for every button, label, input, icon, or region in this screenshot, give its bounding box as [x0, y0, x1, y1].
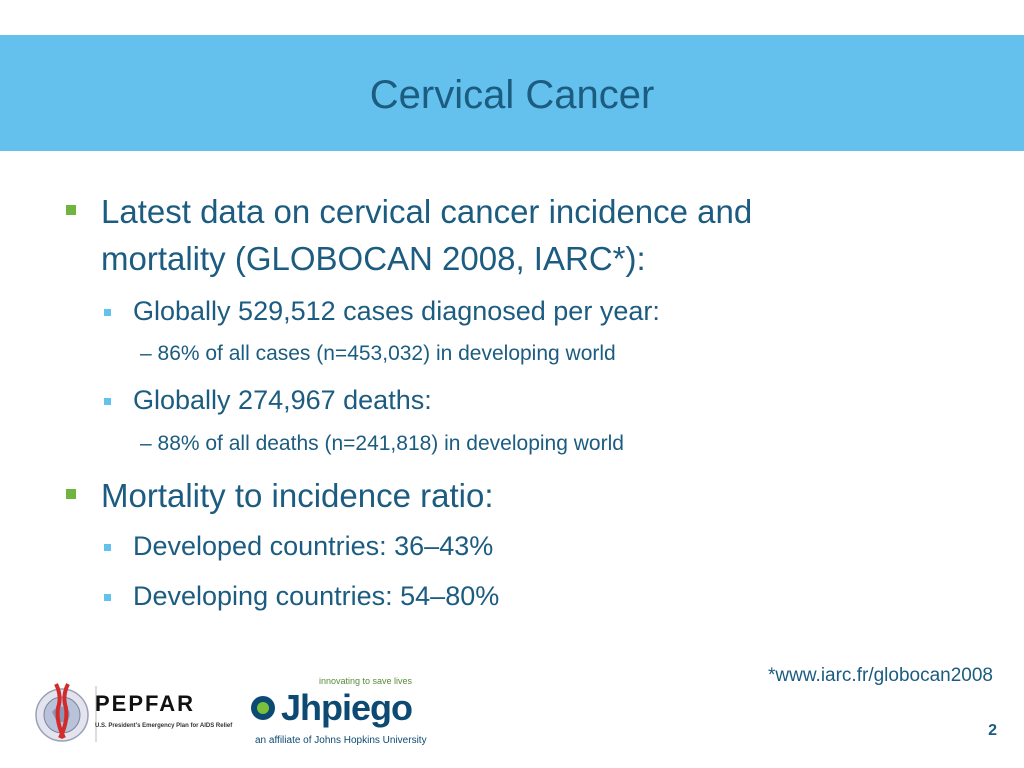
bullet-square-icon: [66, 489, 76, 499]
pepfar-wordmark: PEPFAR: [95, 691, 196, 716]
sub-bullet-text: Globally 274,967 deaths:: [133, 385, 432, 415]
bullet-square-icon: [66, 205, 76, 215]
detail-text: – 86% of all cases (n=453,032) in develo…: [140, 342, 616, 365]
sub-bullet-text: Developing countries: 54–80%: [133, 581, 500, 611]
sub-bullet-square-icon: [104, 309, 111, 316]
slide-number: 2: [988, 722, 997, 739]
bullet-text: Latest data on cervical cancer incidence…: [101, 193, 753, 230]
jhpiego-logo-icon: [251, 696, 275, 720]
sub-bullet-square-icon: [104, 544, 111, 551]
sub-bullet-text: Globally 529,512 cases diagnosed per yea…: [133, 296, 660, 326]
jhpiego-tagline: innovating to save lives: [319, 676, 413, 686]
sub-bullet-text: Developed countries: 36–43%: [133, 531, 494, 561]
jhpiego-wordmark: Jhpiego: [281, 687, 413, 728]
footnote-link: *www.iarc.fr/globocan2008: [768, 665, 993, 686]
title-band: [0, 35, 1024, 151]
pepfar-subtitle: U.S. President's Emergency Plan for AIDS…: [95, 723, 233, 729]
pepfar-seal-icon: [35, 683, 97, 742]
detail-text: – 88% of all deaths (n=241,818) in devel…: [140, 432, 624, 455]
jhpiego-affiliation: an affiliate of Johns Hopkins University: [255, 735, 427, 746]
bullet-text: Mortality to incidence ratio:: [101, 477, 494, 514]
sub-bullet-square-icon: [104, 398, 111, 405]
sub-bullet-square-icon: [104, 594, 111, 601]
bullet-text: mortality (GLOBOCAN 2008, IARC*):: [101, 240, 646, 277]
slide-title: Cervical Cancer: [369, 73, 655, 117]
